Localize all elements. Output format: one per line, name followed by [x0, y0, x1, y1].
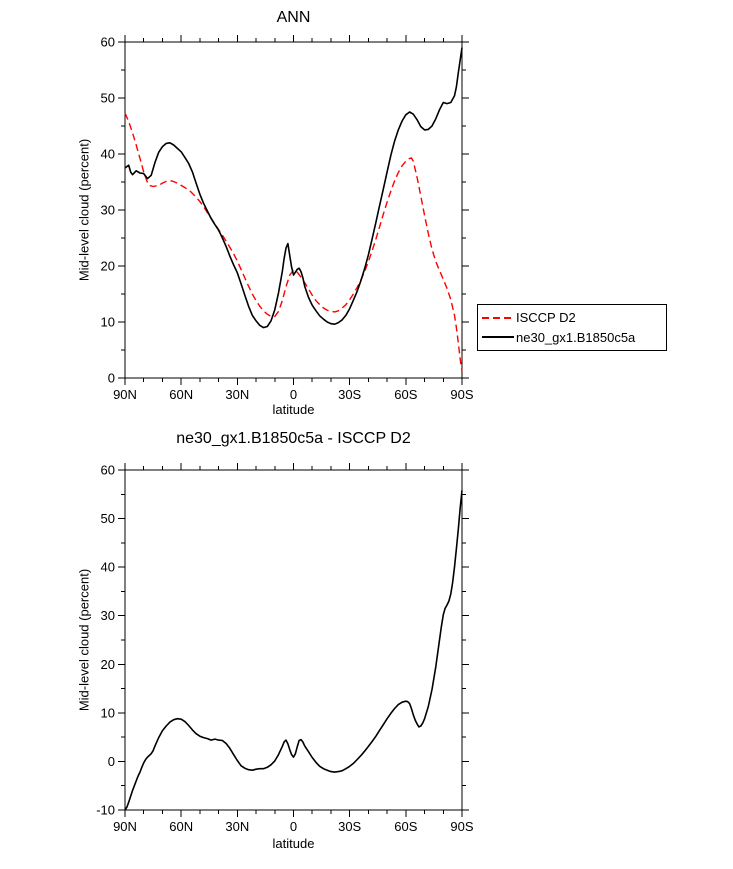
- x-tick-label: 90N: [113, 819, 137, 834]
- x-tick-label: 90N: [113, 387, 137, 402]
- bottom-chart-x-axis-label: latitude: [272, 836, 315, 851]
- x-tick-label: 30S: [338, 819, 361, 834]
- y-tick-label: 10: [101, 315, 115, 330]
- legend-dashed-line-sample: [482, 316, 514, 319]
- legend-label-model: ne30_gx1.B1850c5a: [516, 329, 636, 345]
- y-tick-label: 50: [101, 91, 115, 106]
- y-tick-label: 40: [101, 560, 115, 575]
- y-tick-label: 30: [101, 608, 115, 623]
- y-tick-label: 30: [101, 203, 115, 218]
- x-tick-label: 30S: [338, 387, 361, 402]
- top-chart-title: ANN: [276, 9, 311, 26]
- x-tick-label: 60S: [394, 819, 417, 834]
- x-tick-label: 30N: [225, 819, 249, 834]
- y-tick-label: 60: [101, 463, 115, 478]
- x-tick-label: 60N: [169, 387, 193, 402]
- x-tick-label: 0: [290, 819, 297, 834]
- tick-labels: 90N 60N 30N 0 30S 60S 90S -10 0 10 20 30 40 50 60: [96, 463, 474, 835]
- plot-frame: [124, 469, 463, 811]
- y-tick-label: 0: [108, 754, 115, 769]
- series-line-0: [124, 112, 463, 372]
- legend-solid-line-sample: [482, 336, 514, 339]
- legend: ISCCP D2 ne30_gx1.B1850c5a: [477, 304, 667, 351]
- x-tick-label: 30N: [225, 387, 249, 402]
- axis-ticks: [118, 35, 469, 385]
- legend-item-model: ne30_gx1.B1850c5a: [482, 330, 662, 345]
- legend-label-isccp: ISCCP D2: [516, 310, 576, 326]
- series-line-0: [124, 490, 463, 811]
- legend-item-isccp: ISCCP D2: [482, 310, 662, 325]
- x-tick-label: 60S: [394, 387, 417, 402]
- y-tick-label: -10: [96, 803, 115, 818]
- y-tick-label: 10: [101, 705, 115, 720]
- x-tick-label: 90S: [450, 387, 473, 402]
- top-chart-x-axis-label: latitude: [272, 402, 315, 417]
- x-tick-label: 90S: [450, 819, 473, 834]
- y-tick-label: 0: [108, 371, 115, 386]
- y-tick-label: 50: [101, 511, 115, 526]
- x-tick-label: 60N: [169, 819, 193, 834]
- x-tick-label: 0: [290, 387, 297, 402]
- y-tick-label: 40: [101, 147, 115, 162]
- y-tick-label: 20: [101, 259, 115, 274]
- series-line-1: [124, 47, 463, 329]
- y-tick-label: 20: [101, 657, 115, 672]
- y-tick-label: 60: [101, 35, 115, 50]
- tick-labels: 90N 60N 30N 0 30S 60S 90S 0 10 20 30 40 50 60: [101, 35, 474, 403]
- bottom-chart-title: ne30_gx1.B1850c5a - ISCCP D2: [176, 430, 411, 447]
- axis-ticks: [118, 463, 469, 817]
